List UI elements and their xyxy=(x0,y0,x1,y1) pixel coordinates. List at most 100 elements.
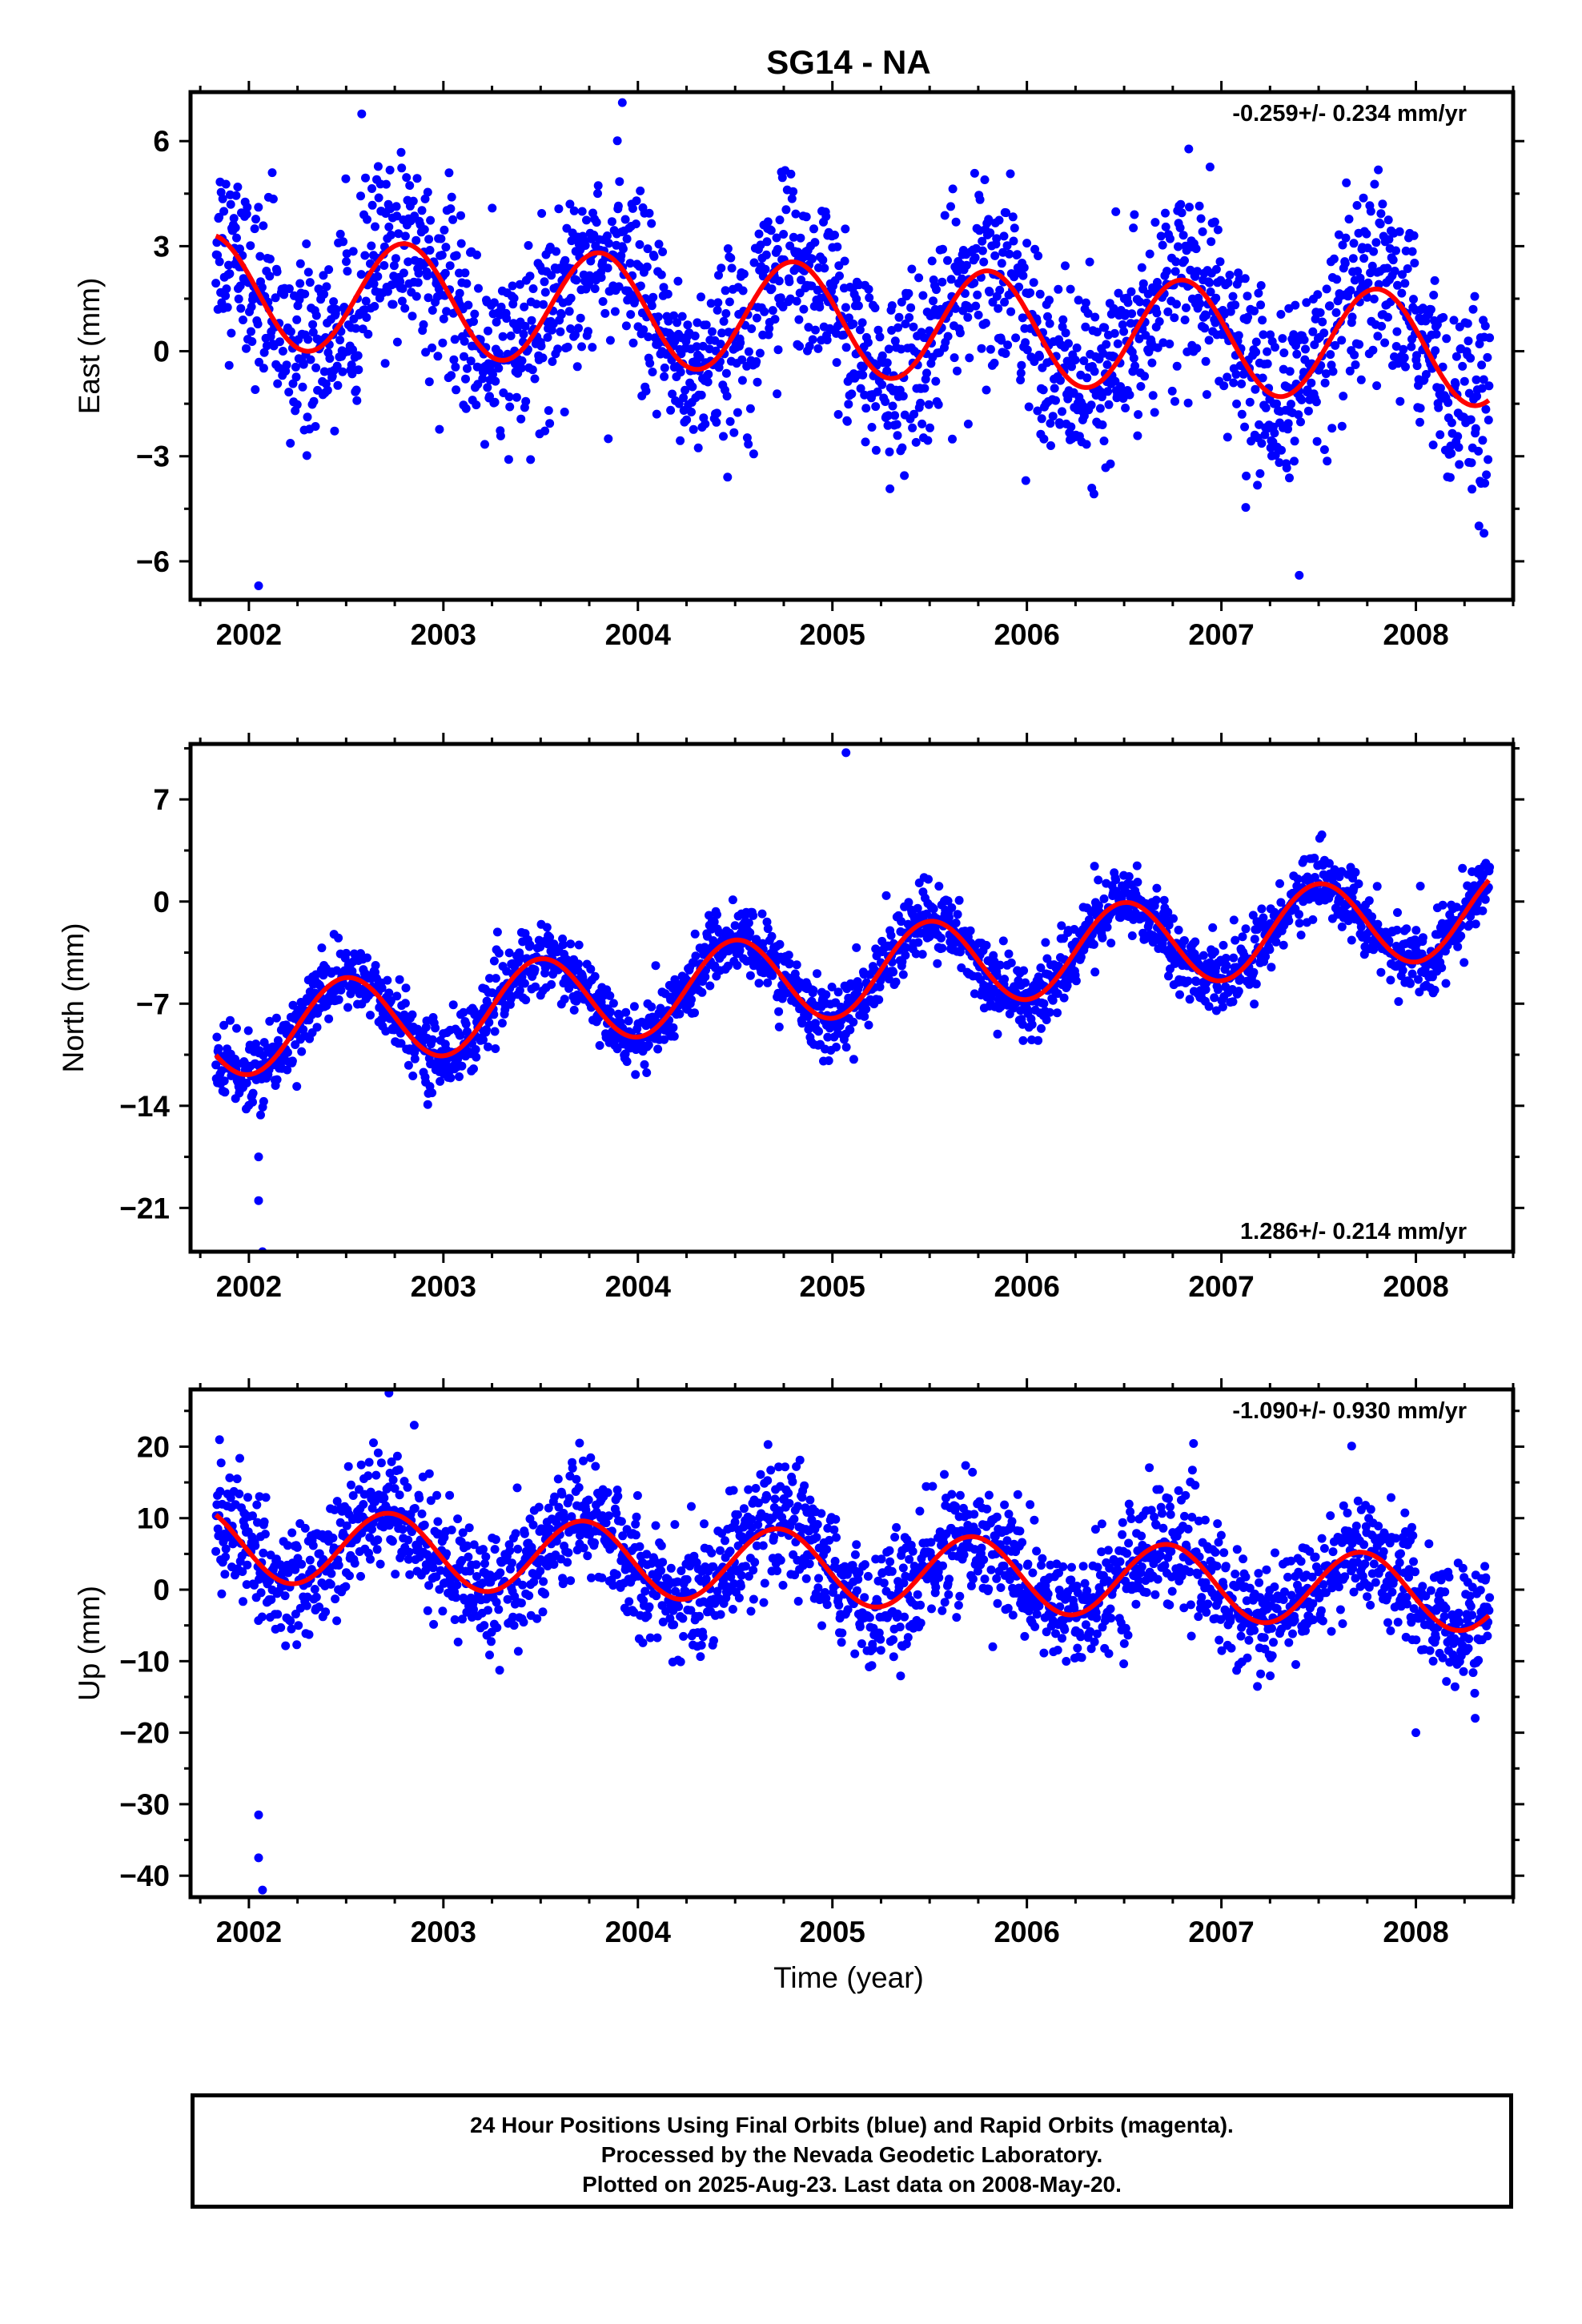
data-point xyxy=(653,1044,663,1054)
data-point xyxy=(516,364,526,373)
data-point xyxy=(1390,352,1399,361)
data-point xyxy=(1303,385,1312,395)
data-point xyxy=(881,891,891,900)
data-point xyxy=(924,400,934,409)
data-point xyxy=(246,241,255,251)
data-point xyxy=(642,1068,652,1077)
data-point xyxy=(1294,410,1303,420)
data-point xyxy=(762,237,772,247)
data-point xyxy=(593,181,603,191)
data-point xyxy=(276,1622,286,1632)
data-point xyxy=(1229,953,1239,963)
data-point xyxy=(225,1473,235,1482)
data-point xyxy=(1363,935,1372,944)
data-points xyxy=(211,1389,1495,1895)
data-point xyxy=(693,443,703,452)
data-point xyxy=(426,215,436,225)
data-point xyxy=(1412,351,1421,360)
data-point xyxy=(436,1076,445,1086)
data-point xyxy=(412,292,421,301)
data-point xyxy=(920,384,930,393)
data-point xyxy=(951,217,961,227)
data-point xyxy=(1055,420,1065,429)
data-point xyxy=(1170,313,1179,323)
data-point xyxy=(352,396,362,405)
data-point xyxy=(695,352,705,362)
data-point xyxy=(373,1448,383,1458)
data-point xyxy=(1061,261,1070,271)
plot-frame xyxy=(188,742,1516,1254)
data-point xyxy=(315,1602,324,1612)
data-point xyxy=(423,1606,432,1615)
data-point xyxy=(1403,264,1412,273)
data-point xyxy=(888,401,897,411)
data-point xyxy=(766,226,776,235)
data-point xyxy=(1070,356,1080,364)
outlier-point xyxy=(254,581,263,590)
data-point xyxy=(631,1070,640,1080)
y-axis-label: North (mm) xyxy=(57,923,90,1072)
data-point xyxy=(527,316,536,325)
data-point xyxy=(641,386,651,396)
data-point xyxy=(1337,922,1347,931)
data-point xyxy=(900,471,909,480)
data-point xyxy=(622,234,632,243)
data-point xyxy=(445,1490,455,1500)
data-point xyxy=(303,412,312,422)
data-point xyxy=(248,1097,257,1107)
data-point xyxy=(948,434,957,444)
data-point xyxy=(547,271,556,280)
data-point xyxy=(913,903,922,913)
data-point xyxy=(1431,346,1440,356)
data-point xyxy=(515,279,524,289)
data-point xyxy=(723,472,733,482)
data-point xyxy=(777,173,787,183)
data-point xyxy=(704,369,713,379)
data-point xyxy=(1428,440,1438,450)
data-point xyxy=(491,1044,500,1053)
data-point xyxy=(1192,344,1202,353)
data-point xyxy=(984,215,994,224)
data-point xyxy=(727,263,737,273)
data-point xyxy=(842,416,852,426)
data-point xyxy=(371,222,379,231)
data-point xyxy=(714,271,723,280)
data-point xyxy=(1395,396,1405,406)
data-point xyxy=(1163,307,1173,316)
data-point xyxy=(281,1641,291,1651)
data-point xyxy=(327,1569,336,1578)
data-point xyxy=(219,1020,229,1030)
data-point xyxy=(808,335,817,344)
data-point xyxy=(598,297,608,306)
data-point xyxy=(813,344,823,353)
data-point xyxy=(400,304,410,313)
data-point xyxy=(324,265,334,275)
data-point xyxy=(764,330,773,340)
data-point xyxy=(1484,455,1493,464)
data-point xyxy=(1169,914,1178,923)
data-point xyxy=(980,175,990,184)
data-point xyxy=(363,329,373,339)
data-point xyxy=(366,1011,375,1020)
data-point xyxy=(739,269,749,279)
data-point xyxy=(620,1049,630,1059)
data-point xyxy=(339,237,348,247)
data-point xyxy=(1386,975,1395,985)
data-point xyxy=(1409,295,1418,304)
data-point xyxy=(811,325,820,335)
data-point xyxy=(1287,400,1295,409)
data-point xyxy=(311,363,321,372)
data-point xyxy=(1350,350,1359,360)
data-point xyxy=(366,1554,375,1564)
data-point xyxy=(450,1615,460,1624)
data-point xyxy=(1373,919,1383,929)
data-point xyxy=(1250,306,1259,316)
data-point xyxy=(772,233,781,243)
data-point xyxy=(1449,316,1459,325)
data-point xyxy=(442,307,452,316)
data-point xyxy=(1206,287,1215,296)
data-point xyxy=(833,987,843,997)
data-point xyxy=(1407,969,1417,979)
data-point xyxy=(1121,404,1130,412)
data-point xyxy=(215,212,224,222)
